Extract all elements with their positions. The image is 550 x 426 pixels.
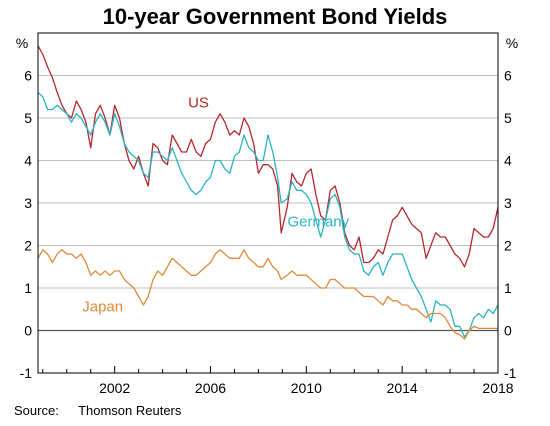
series-line-japan — [37, 249, 498, 340]
series-line-us — [37, 45, 499, 268]
x-tick-label: 2002 — [99, 380, 130, 396]
source-text: Thomson Reuters — [78, 403, 182, 418]
y-tick-label-left: 6 — [24, 68, 32, 84]
y-tick-label-left: 3 — [24, 195, 32, 211]
series-label-us: US — [188, 94, 209, 111]
series-label-japan: Japan — [82, 298, 123, 315]
y-tick-label-right: -1 — [504, 365, 517, 381]
source-note: Source: Thomson Reuters — [14, 403, 181, 418]
y-unit-left: % — [16, 35, 28, 51]
y-tick-label-left: 2 — [24, 238, 32, 254]
tick-labels: -1 -1 0 0 1 1 2 2 3 3 4 4 5 5 6 6 2002 2006 2010 2014 2018 US… — [20, 68, 517, 397]
y-tick-label-right: 4 — [504, 153, 512, 169]
x-tick-label: 2006 — [195, 380, 226, 396]
y-tick-label-left: 5 — [24, 110, 32, 126]
series-label-germany: Germany — [287, 213, 349, 230]
x-tick-label: 2018 — [482, 380, 513, 396]
axes — [37, 32, 499, 374]
chart-title: 10-year Government Bond Yields — [103, 4, 448, 29]
y-tick-label-left: 0 — [24, 323, 32, 339]
series-lines — [37, 45, 499, 340]
plot-frame — [37, 32, 499, 374]
y-tick-label-right: 2 — [504, 238, 512, 254]
series-line-germany — [37, 92, 499, 338]
y-tick-label-left: -1 — [20, 365, 33, 381]
y-tick-label-right: 1 — [504, 280, 512, 296]
source-label: Source: — [14, 403, 59, 418]
y-tick-label-right: 3 — [504, 195, 512, 211]
y-tick-label-right: 6 — [504, 68, 512, 84]
y-tick-label-right: 5 — [504, 110, 512, 126]
x-tick-label: 2010 — [291, 380, 322, 396]
y-tick-label-left: 1 — [24, 280, 32, 296]
x-tick-label: 2014 — [387, 380, 418, 396]
gridlines — [38, 75, 498, 332]
y-tick-label-left: 4 — [24, 153, 32, 169]
y-tick-label-right: 0 — [504, 323, 512, 339]
y-unit-right: % — [506, 35, 518, 51]
